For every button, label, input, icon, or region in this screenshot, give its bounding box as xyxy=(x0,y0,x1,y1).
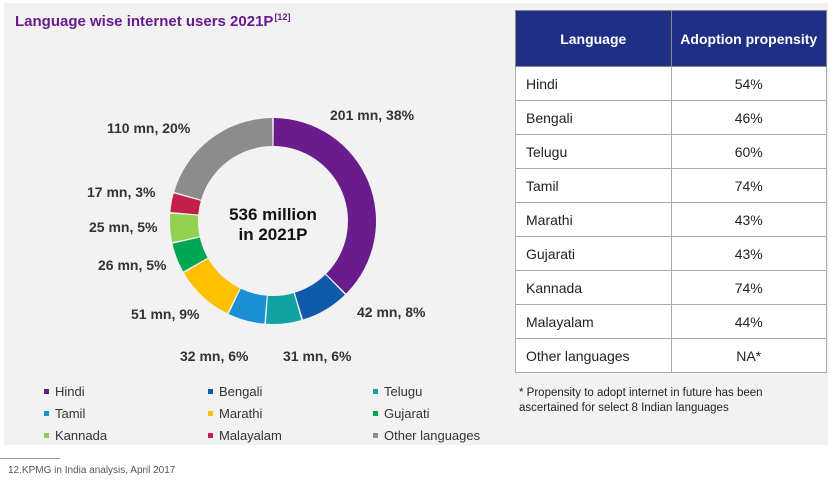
data-label-hindi: 201 mn, 38% xyxy=(330,107,415,123)
data-label-telugu: 31 mn, 6% xyxy=(283,348,352,364)
row-value: 43% xyxy=(670,202,827,237)
donut-slice-other-languages xyxy=(174,118,273,200)
legend-swatch xyxy=(208,389,213,394)
legend-swatch xyxy=(208,411,213,416)
donut-slice-malayalam xyxy=(170,193,201,215)
table-note: * Propensity to adopt internet in future… xyxy=(519,387,763,414)
row-value: 43% xyxy=(670,236,827,271)
footnote-divider xyxy=(0,458,60,459)
legend-swatch xyxy=(208,433,213,438)
donut-slice-marathi xyxy=(184,258,240,314)
data-label-gujarati: 26 mn, 5% xyxy=(98,257,167,273)
donut-slice-kannada xyxy=(169,213,200,243)
legend-item-malayalam: Malayalam xyxy=(208,428,282,443)
table-row: Gujarati 43% xyxy=(515,236,827,271)
row-language: Telugu xyxy=(515,134,672,169)
footnote: 12.KPMG in India analysis, April 2017 xyxy=(8,465,176,476)
center-label-line1: 536 million xyxy=(229,205,317,224)
legend-item-hindi: Hindi xyxy=(44,384,85,399)
table-row: Tamil 74% xyxy=(515,168,827,203)
legend-item-other: Other languages xyxy=(373,428,480,443)
donut-center-label: 536 million in 2021P xyxy=(198,205,348,245)
row-value: 46% xyxy=(670,100,827,135)
legend-swatch xyxy=(373,389,378,394)
row-value: 74% xyxy=(670,168,827,203)
donut-slice-telugu xyxy=(265,293,302,324)
legend-swatch xyxy=(373,411,378,416)
row-value: 44% xyxy=(670,304,827,339)
donut-slice-hindi xyxy=(273,118,376,294)
donut-slice-tamil xyxy=(228,288,267,324)
header-adoption: Adoption propensity xyxy=(670,10,827,67)
legend-swatch xyxy=(44,433,49,438)
data-label-malayalam: 17 mn, 3% xyxy=(87,184,156,200)
row-value: 74% xyxy=(670,270,827,305)
title-reference: [12] xyxy=(274,12,291,22)
table-row: Bengali 46% xyxy=(515,100,827,135)
data-label-kannada: 25 mn, 5% xyxy=(89,219,158,235)
legend-item-tamil: Tamil xyxy=(44,406,85,421)
row-language: Marathi xyxy=(515,202,672,237)
legend-item-marathi: Marathi xyxy=(208,406,262,421)
row-language: Malayalam xyxy=(515,304,672,339)
row-value: 60% xyxy=(670,134,827,169)
legend-item-bengali: Bengali xyxy=(208,384,262,399)
row-language: Kannada xyxy=(515,270,672,305)
header-language: Language xyxy=(515,10,672,67)
table-row: Kannada 74% xyxy=(515,270,827,305)
data-label-tamil: 32 mn, 6% xyxy=(180,348,249,364)
row-language: Tamil xyxy=(515,168,672,203)
legend-item-telugu: Telugu xyxy=(373,384,422,399)
legend-swatch xyxy=(373,433,378,438)
table-row: Telugu 60% xyxy=(515,134,827,169)
center-label-line2: in 2021P xyxy=(238,225,308,244)
donut-slice-bengali xyxy=(294,274,345,320)
table-row: Malayalam 44% xyxy=(515,304,827,339)
legend-swatch xyxy=(44,389,49,394)
row-language: Gujarati xyxy=(515,236,672,271)
row-value: NA* xyxy=(670,338,827,373)
row-value: 54% xyxy=(670,66,827,101)
legend-item-gujarati: Gujarati xyxy=(373,406,430,421)
adoption-table: Language Adoption propensity Hindi 54% Be… xyxy=(515,10,827,373)
legend-item-kannada: Kannada xyxy=(44,428,107,443)
row-language: Hindi xyxy=(515,66,672,101)
table-row: Hindi 54% xyxy=(515,66,827,101)
data-label-other: 110 mn, 20% xyxy=(107,120,191,136)
legend-swatch xyxy=(44,411,49,416)
data-label-bengali: 42 mn, 8% xyxy=(357,304,426,320)
chart-title: Language wise internet users 2021P[12] xyxy=(15,12,291,30)
table-row: Other languages NA* xyxy=(515,338,827,373)
donut-slice-gujarati xyxy=(172,237,208,272)
row-language: Bengali xyxy=(515,100,672,135)
table-row: Marathi 43% xyxy=(515,202,827,237)
row-language: Other languages xyxy=(515,338,672,373)
data-label-marathi: 51 mn, 9% xyxy=(131,306,200,322)
table-header-row: Language Adoption propensity xyxy=(515,10,827,67)
